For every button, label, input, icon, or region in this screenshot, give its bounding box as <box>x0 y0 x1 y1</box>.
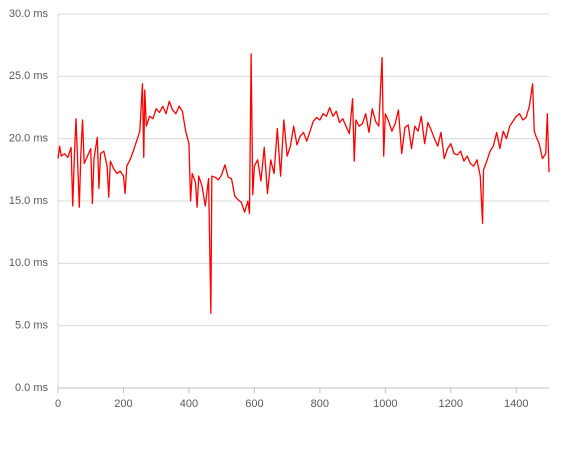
y-tick-label: 30.0 ms <box>9 8 49 20</box>
y-tick-label: 10.0 ms <box>9 257 49 269</box>
y-tick-label: 0.0 ms <box>15 382 49 394</box>
series-line <box>57 53 550 314</box>
x-tick-label: 0 <box>55 398 61 410</box>
y-tick-label: 25.0 ms <box>9 70 49 82</box>
x-tick-label: 400 <box>180 398 198 410</box>
y-tick-label: 20.0 ms <box>9 133 49 145</box>
y-tick-label: 5.0 ms <box>15 320 49 332</box>
x-tick-label: 800 <box>311 398 329 410</box>
x-tick-label: 1200 <box>439 398 463 410</box>
x-tick-label: 600 <box>245 398 263 410</box>
x-tick-label: 200 <box>114 398 132 410</box>
y-tick-label: 15.0 ms <box>9 195 49 207</box>
x-tick-label: 1000 <box>373 398 397 410</box>
x-tick-label: 1400 <box>504 398 528 410</box>
